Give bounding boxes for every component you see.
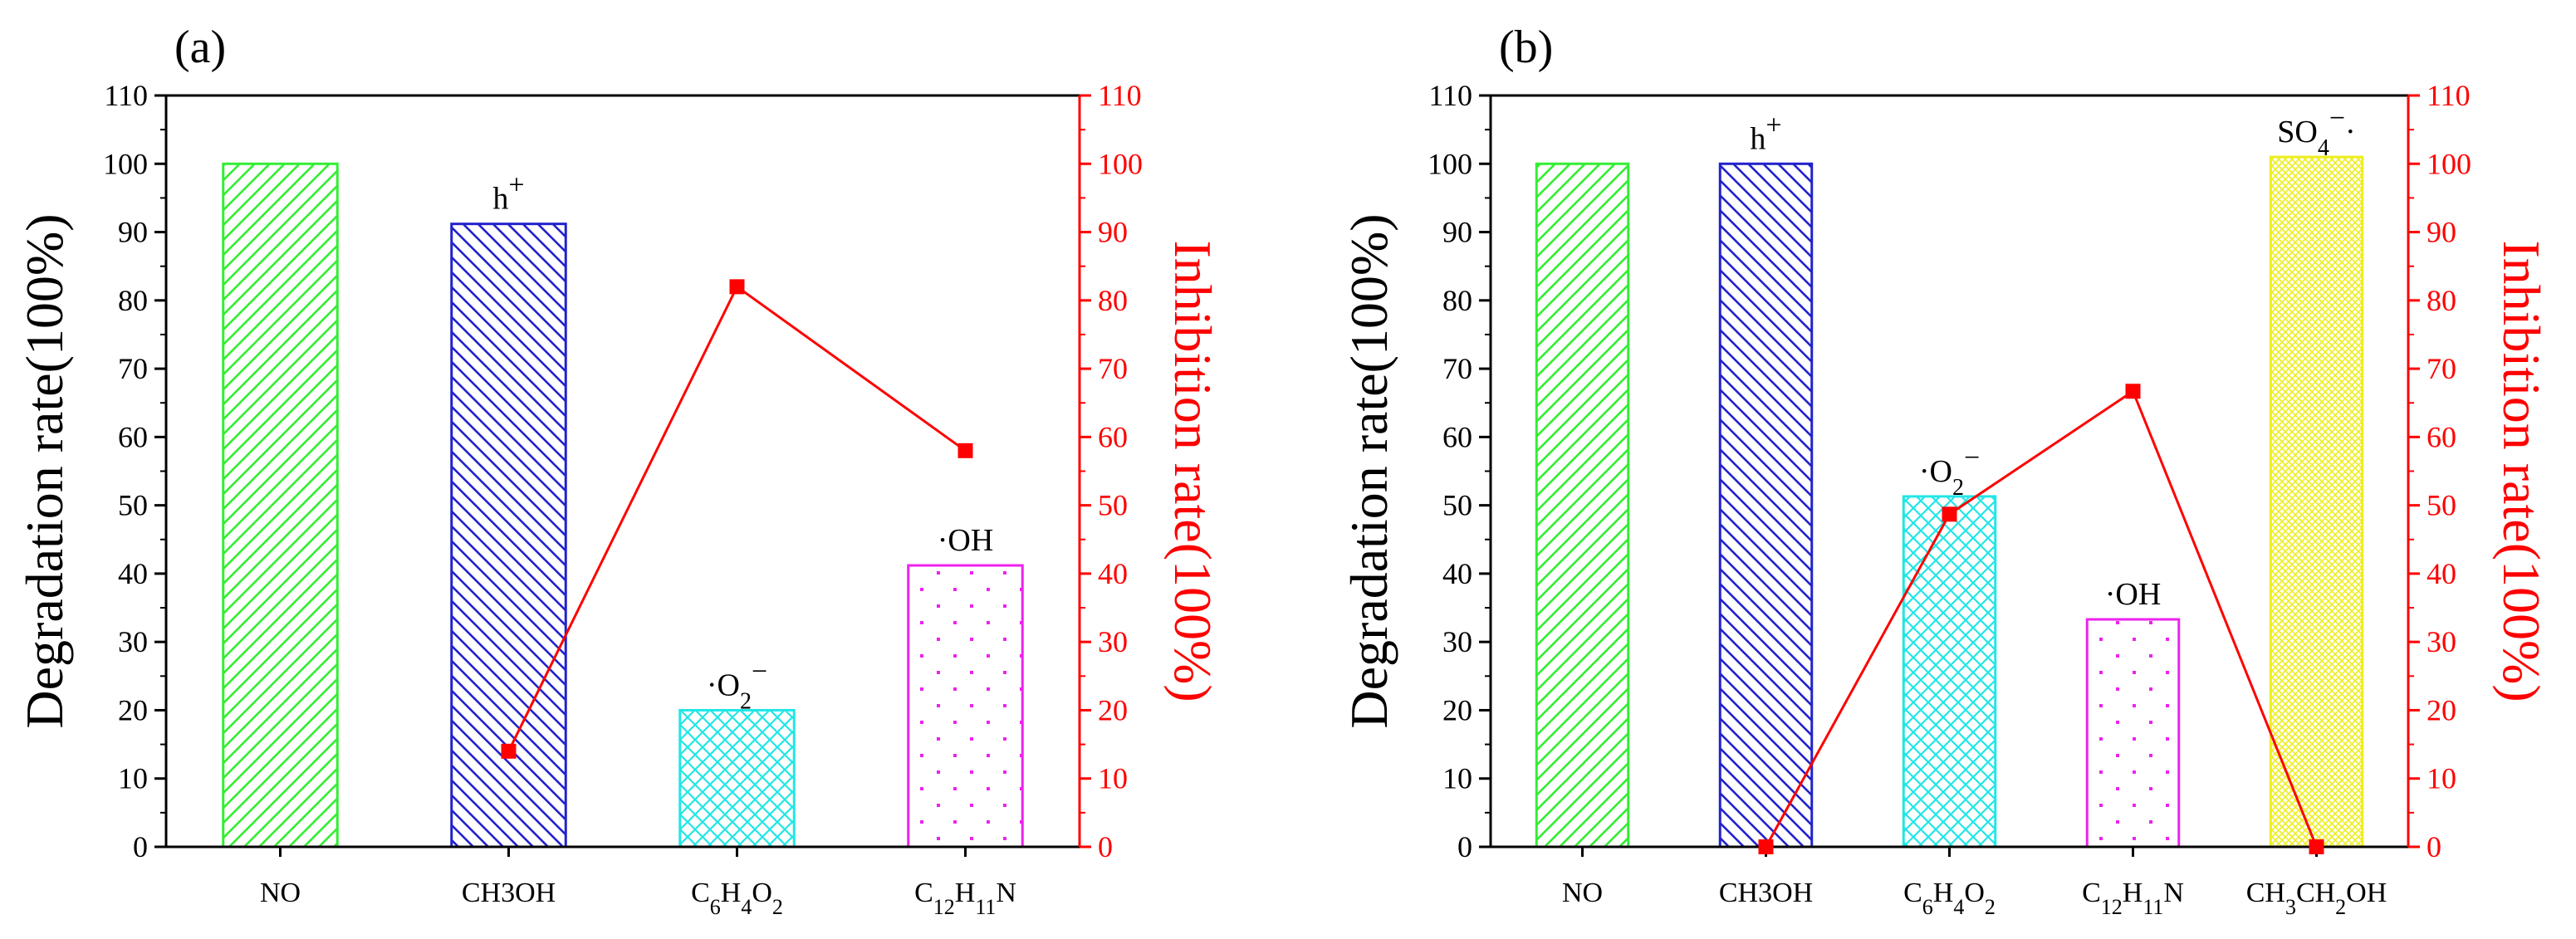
left-tick-label: 110 (1428, 79, 1472, 112)
inhibition-marker (957, 443, 973, 458)
left-tick-label: 30 (1442, 625, 1472, 658)
left-tick-label: 70 (118, 352, 148, 385)
x-tick-label: NO (1562, 878, 1603, 908)
x-tick-label: C6H4O2 (691, 878, 783, 919)
panel-label: (a) (174, 22, 226, 73)
species-annotation: h+ (1750, 110, 1781, 157)
left-tick-label: 10 (1442, 762, 1472, 795)
right-tick-label: 40 (1098, 557, 1128, 590)
left-tick-label: 70 (1442, 352, 1472, 385)
right-tick-label: 100 (1098, 147, 1143, 180)
bar-ch3ch2oh (2269, 155, 2364, 849)
species-annotation: ·O2− (707, 656, 767, 714)
x-tick-label: CH3OH (462, 878, 556, 908)
inhibition-marker (2309, 839, 2324, 854)
right-tick-label: 80 (2427, 284, 2456, 317)
left-tick-label: 40 (1442, 557, 1472, 590)
left-tick-label: 50 (1442, 489, 1472, 522)
left-tick-label: 20 (1442, 693, 1472, 726)
x-tick-label: CH3CH2OH (2246, 878, 2387, 919)
right-tick-label: 70 (1098, 352, 1128, 385)
left-tick-label: 80 (1442, 284, 1472, 317)
inhibition-line (1765, 389, 2318, 848)
bar-no (1535, 162, 1630, 849)
right-tick-label: 90 (2427, 216, 2456, 249)
y2-axis-title: Inhibition rate(100%) (1163, 240, 1222, 702)
x-tick-label: NO (260, 878, 301, 908)
right-tick-label: 40 (2427, 557, 2456, 590)
inhibition-marker (729, 279, 745, 295)
right-tick-label: 80 (1098, 284, 1128, 317)
right-tick-label: 110 (1098, 79, 1142, 112)
right-tick-label: 20 (1098, 693, 1128, 726)
left-tick-label: 30 (118, 625, 148, 658)
right-tick-label: 30 (2427, 625, 2456, 658)
right-tick-label: 60 (1098, 420, 1128, 453)
bar-c12h11n (2085, 618, 2181, 849)
right-tick-label: 50 (2427, 489, 2456, 522)
species-annotation: ·OH (938, 523, 994, 558)
bar-c12h11n (907, 564, 1024, 849)
species-annotation: SO4−· (2277, 103, 2355, 161)
left-tick-label: 110 (104, 79, 148, 112)
right-tick-label: 100 (2427, 147, 2471, 180)
left-tick-label: 0 (1457, 830, 1472, 863)
right-tick-label: 20 (2427, 693, 2456, 726)
panel-a: 0 10 20 30 40 50 60 70 80 90 100 110 0 10 20 30 40 50 60 70… (15, 22, 1222, 919)
inhibition-marker (1942, 506, 1957, 522)
inhibition-marker (501, 743, 517, 759)
right-tick-label: 10 (1098, 762, 1128, 795)
right-tick-label: 0 (1098, 830, 1113, 863)
y-axis-title: Degradation rate(100%) (15, 213, 74, 728)
right-tick-label: 10 (2427, 762, 2456, 795)
left-tick-label: 60 (118, 420, 148, 453)
y2-axis-title: Inhibition rate(100%) (2492, 240, 2551, 702)
left-tick-label: 100 (103, 147, 148, 180)
left-tick-label: 20 (118, 693, 148, 726)
bar-no (222, 162, 339, 849)
x-tick-label: C12H11N (2082, 878, 2184, 919)
panel-b: 0 10 20 30 40 50 60 70 80 90 100 110 0 10 20 30 40 50 60 70… (1339, 22, 2551, 919)
species-annotation: h+ (492, 169, 524, 217)
bar-ch3oh (1718, 162, 1814, 849)
left-tick-label: 10 (118, 762, 148, 795)
left-tick-label: 0 (133, 830, 148, 863)
right-tick-label: 50 (1098, 489, 1128, 522)
right-tick-label: 70 (2427, 352, 2456, 385)
right-tick-label: 0 (2427, 830, 2441, 863)
left-tick-label: 60 (1442, 420, 1472, 453)
inhibition-marker (2125, 384, 2141, 399)
x-tick-label: C6H4O2 (1903, 878, 1996, 919)
left-tick-label: 90 (118, 216, 148, 249)
left-tick-label: 50 (118, 489, 148, 522)
x-tick-label: C12H11N (914, 878, 1016, 919)
right-tick-label: 110 (2427, 79, 2471, 112)
bar-ch3oh (450, 223, 567, 849)
bar-c6h4o2 (1902, 495, 1997, 849)
left-tick-label: 90 (1442, 216, 1472, 249)
left-tick-label: 40 (118, 557, 148, 590)
right-tick-label: 60 (2427, 420, 2456, 453)
bar-c6h4o2 (678, 708, 796, 849)
left-tick-label: 100 (1428, 147, 1472, 180)
left-tick-label: 80 (118, 284, 148, 317)
inhibition-marker (1758, 839, 1774, 854)
right-tick-label: 30 (1098, 625, 1128, 658)
species-annotation: ·O2− (1919, 442, 1980, 500)
panel-label: (b) (1499, 22, 1553, 73)
y-axis-title: Degradation rate(100%) (1339, 213, 1398, 728)
right-tick-label: 90 (1098, 216, 1128, 249)
x-tick-label: CH3OH (1719, 878, 1813, 908)
species-annotation: ·OH (2105, 577, 2162, 612)
